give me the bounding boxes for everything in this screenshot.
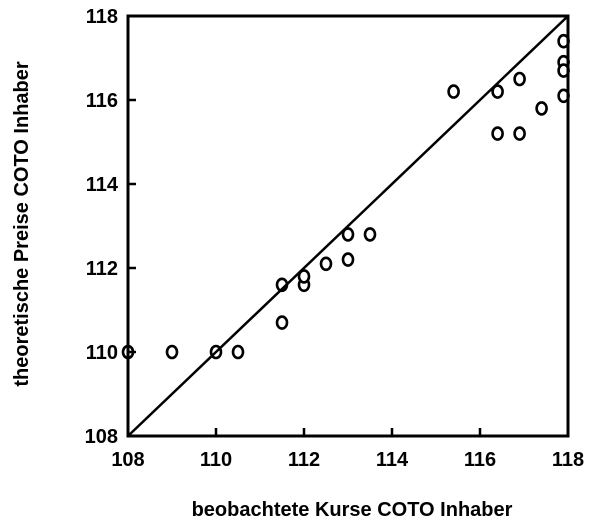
x-tick-label: 116 xyxy=(464,449,496,471)
data-point xyxy=(319,256,333,272)
data-point xyxy=(231,344,245,360)
data-point xyxy=(513,71,526,87)
data-point xyxy=(341,227,355,242)
data-point xyxy=(447,84,460,99)
data-point xyxy=(341,252,355,267)
y-tick-label: 112 xyxy=(86,258,118,280)
data-point xyxy=(275,315,289,330)
x-tick-label: 114 xyxy=(376,449,409,471)
reference-line xyxy=(127,15,569,437)
y-axis-title: theoretische Preise COTO Inhaber xyxy=(11,61,33,387)
y-tick-label: 114 xyxy=(86,174,119,196)
y-tick-label: 108 xyxy=(85,426,118,448)
plot-area-frame xyxy=(126,14,570,438)
data-point xyxy=(165,344,179,360)
data-points xyxy=(121,33,570,360)
y-tick-label: 118 xyxy=(86,6,118,28)
y-axis-ticks: 108 110 112 114 116 118 xyxy=(85,6,136,448)
y-tick-label: 116 xyxy=(86,90,118,112)
x-tick-label: 112 xyxy=(288,449,320,471)
y-tick-label: 110 xyxy=(86,342,118,364)
x-tick-label: 110 xyxy=(200,449,232,471)
data-point xyxy=(491,84,504,99)
data-point xyxy=(491,126,504,141)
data-point xyxy=(513,126,526,141)
x-axis-ticks: 108 110 112 114 116 118 xyxy=(111,428,584,471)
data-point xyxy=(535,101,548,116)
x-tick-label: 118 xyxy=(552,449,584,471)
x-tick-label: 108 xyxy=(111,449,144,471)
data-point xyxy=(363,227,377,242)
data-point xyxy=(297,269,311,284)
x-axis-title: beobachtete Kurse COTO Inhaber xyxy=(192,499,513,521)
